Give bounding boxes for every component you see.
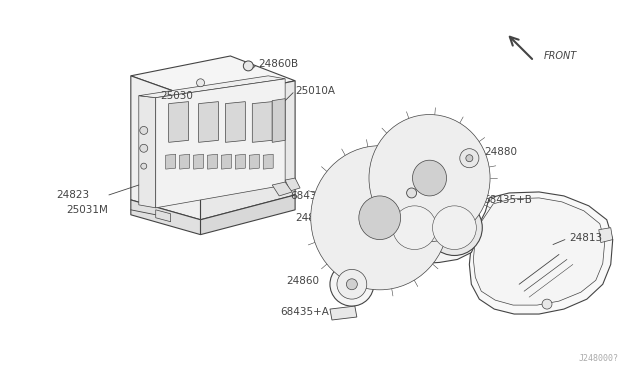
Text: 24880: 24880 bbox=[484, 147, 517, 157]
Ellipse shape bbox=[338, 174, 422, 262]
Polygon shape bbox=[156, 79, 285, 208]
Circle shape bbox=[453, 142, 485, 174]
Ellipse shape bbox=[311, 146, 449, 290]
Polygon shape bbox=[390, 183, 477, 263]
Polygon shape bbox=[131, 76, 200, 220]
Text: FRONT: FRONT bbox=[544, 51, 577, 61]
Text: 25031: 25031 bbox=[364, 230, 397, 240]
Circle shape bbox=[393, 206, 436, 250]
Polygon shape bbox=[131, 200, 200, 235]
Polygon shape bbox=[221, 154, 232, 169]
Circle shape bbox=[196, 79, 205, 87]
Polygon shape bbox=[225, 102, 245, 142]
Polygon shape bbox=[263, 154, 273, 169]
Text: 24860: 24860 bbox=[286, 276, 319, 286]
Text: 25030: 25030 bbox=[161, 91, 193, 101]
Polygon shape bbox=[456, 192, 478, 213]
Polygon shape bbox=[469, 192, 612, 314]
Ellipse shape bbox=[359, 196, 401, 240]
Polygon shape bbox=[131, 56, 295, 101]
Polygon shape bbox=[198, 102, 218, 142]
Polygon shape bbox=[330, 306, 357, 320]
Polygon shape bbox=[207, 154, 218, 169]
Circle shape bbox=[466, 155, 473, 162]
Ellipse shape bbox=[413, 160, 447, 196]
Circle shape bbox=[346, 279, 357, 290]
Circle shape bbox=[140, 126, 148, 134]
Polygon shape bbox=[193, 154, 204, 169]
Polygon shape bbox=[180, 154, 189, 169]
Polygon shape bbox=[139, 76, 285, 98]
Circle shape bbox=[243, 61, 253, 71]
Text: 24860B: 24860B bbox=[259, 59, 298, 69]
Circle shape bbox=[140, 144, 148, 152]
Polygon shape bbox=[250, 154, 259, 169]
Circle shape bbox=[542, 299, 552, 309]
Text: 68435+A: 68435+A bbox=[280, 307, 329, 317]
Polygon shape bbox=[252, 102, 272, 142]
Text: 24823: 24823 bbox=[56, 190, 89, 200]
Circle shape bbox=[337, 269, 367, 299]
Polygon shape bbox=[166, 154, 175, 169]
Circle shape bbox=[330, 262, 374, 306]
Circle shape bbox=[406, 188, 417, 198]
Polygon shape bbox=[236, 154, 245, 169]
Text: 24850: 24850 bbox=[295, 213, 328, 223]
Text: 25031M: 25031M bbox=[66, 205, 108, 215]
Text: 68435+B: 68435+B bbox=[483, 195, 532, 205]
Polygon shape bbox=[169, 102, 189, 142]
Text: 24855: 24855 bbox=[390, 142, 423, 152]
Ellipse shape bbox=[369, 115, 490, 241]
Text: J248000?: J248000? bbox=[579, 354, 619, 363]
Polygon shape bbox=[272, 99, 285, 142]
Polygon shape bbox=[326, 188, 348, 204]
Polygon shape bbox=[139, 96, 156, 208]
Polygon shape bbox=[285, 178, 300, 191]
Circle shape bbox=[460, 149, 479, 168]
Polygon shape bbox=[599, 228, 612, 243]
Polygon shape bbox=[474, 198, 605, 305]
Circle shape bbox=[387, 200, 442, 256]
Text: 25010A: 25010A bbox=[295, 86, 335, 96]
Circle shape bbox=[433, 206, 476, 250]
Circle shape bbox=[141, 163, 147, 169]
Text: 68435+C: 68435+C bbox=[290, 191, 339, 201]
Ellipse shape bbox=[392, 138, 467, 218]
Polygon shape bbox=[156, 210, 171, 222]
Polygon shape bbox=[200, 195, 295, 235]
Text: 24813: 24813 bbox=[569, 232, 602, 243]
Polygon shape bbox=[200, 81, 295, 220]
Polygon shape bbox=[272, 182, 292, 196]
Circle shape bbox=[426, 200, 483, 256]
